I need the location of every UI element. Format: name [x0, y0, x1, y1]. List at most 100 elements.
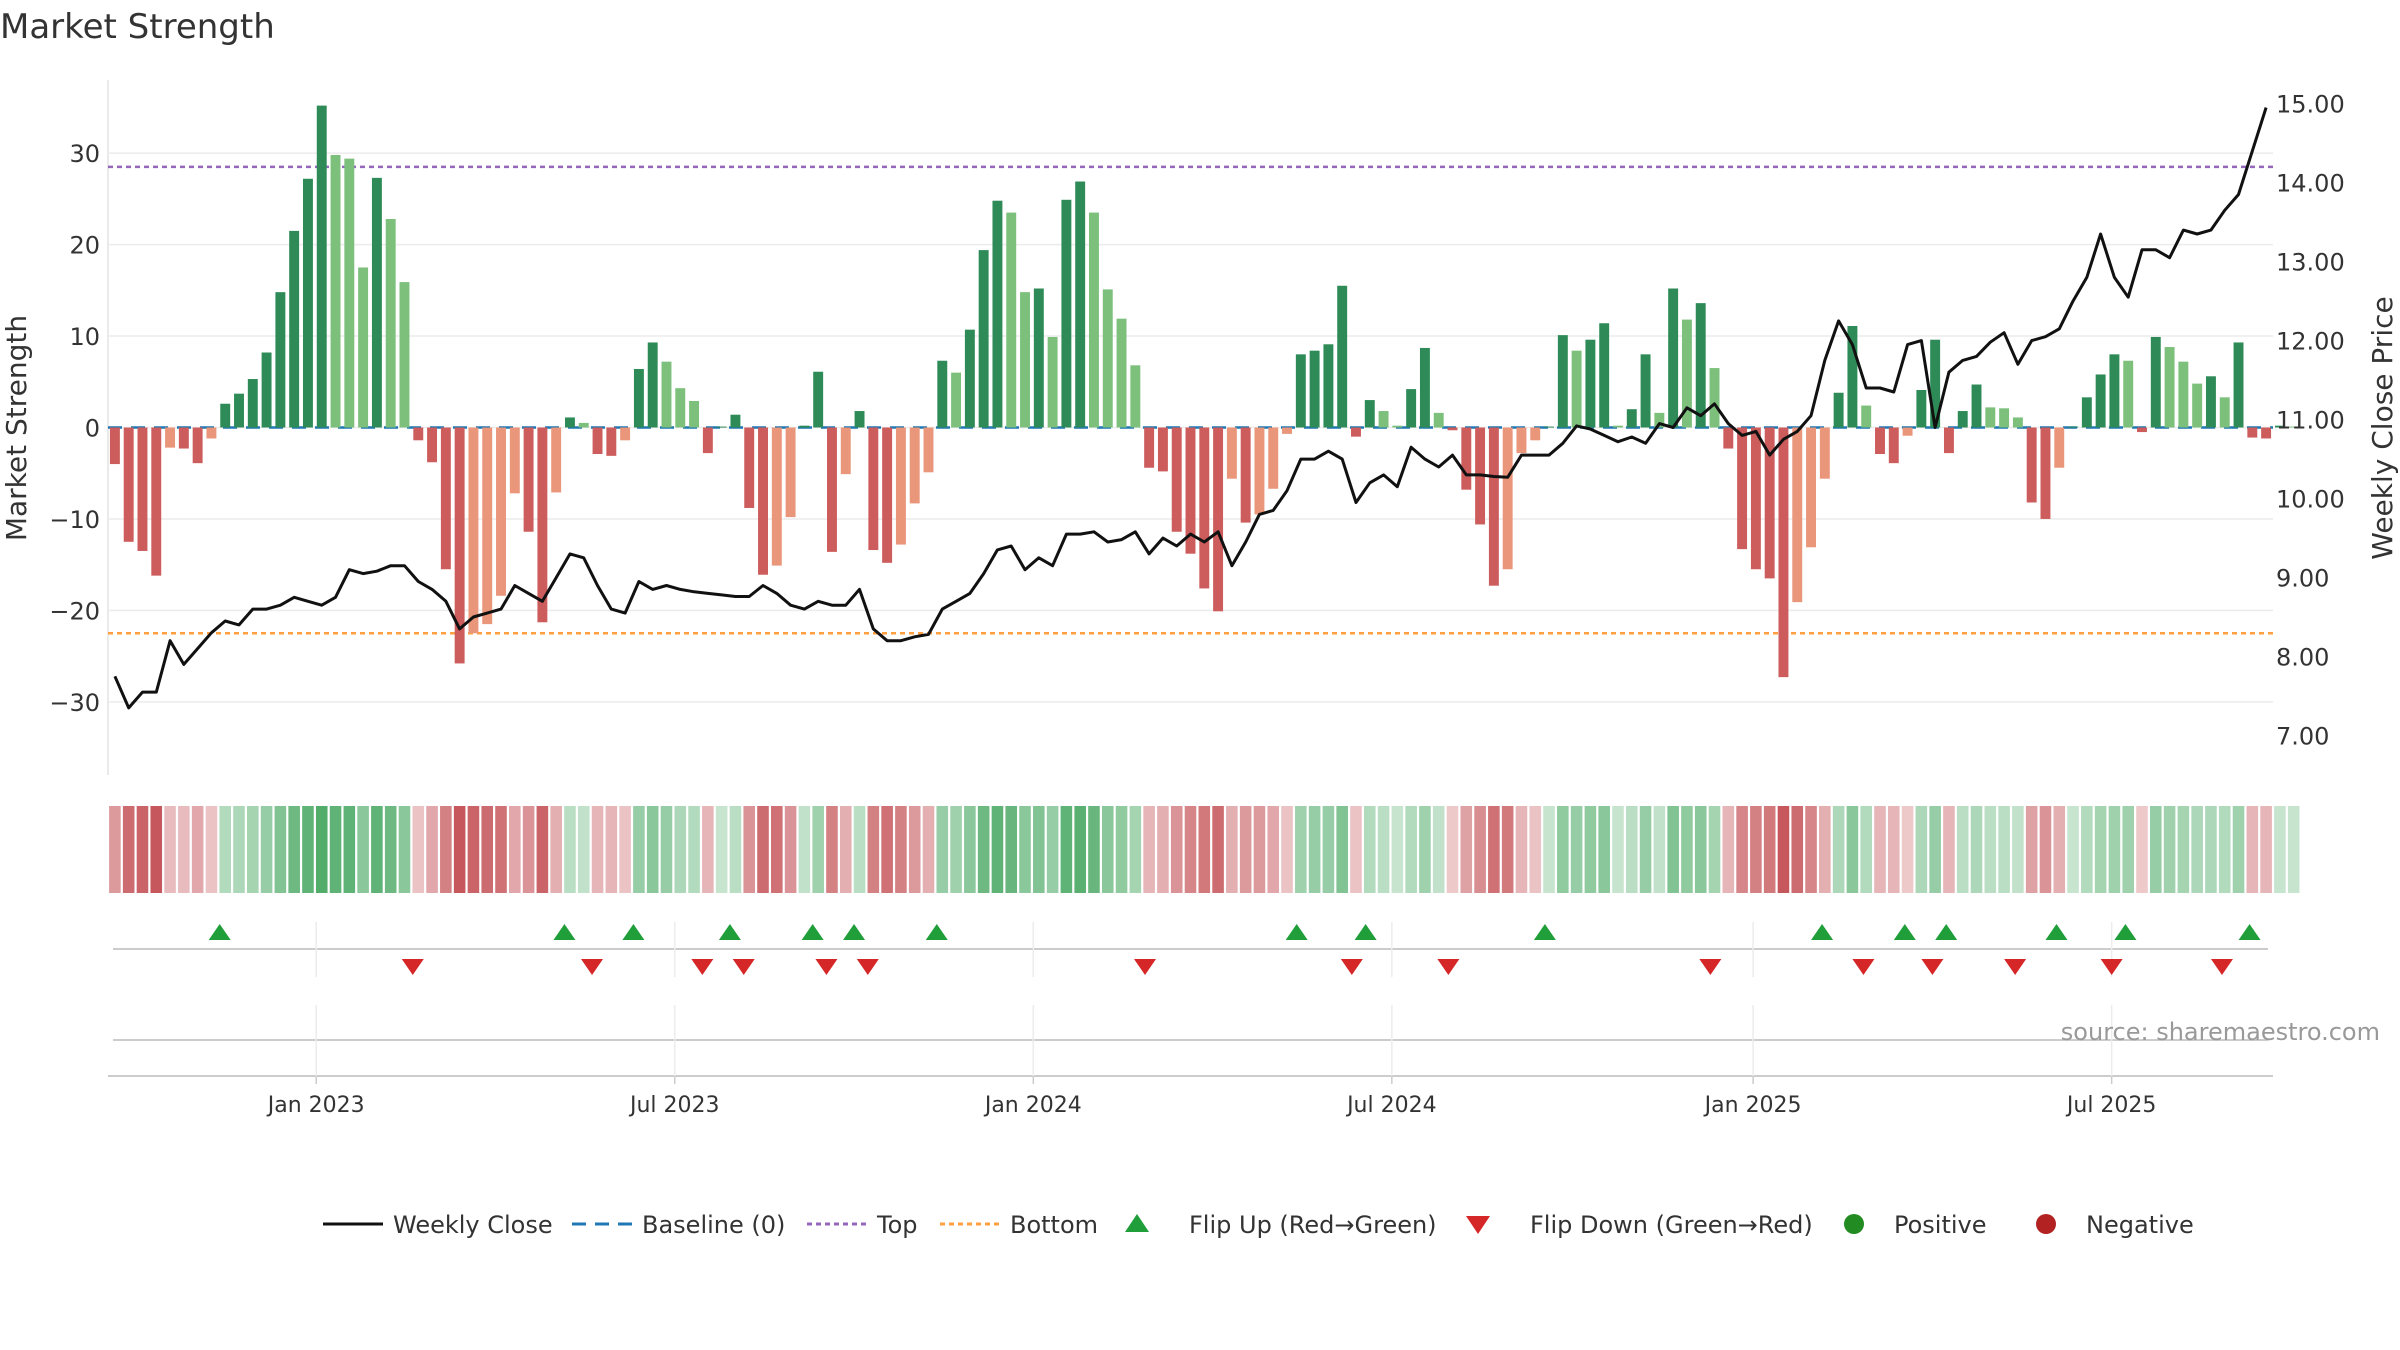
strength-bar — [564, 417, 575, 428]
heat-cell — [1860, 806, 1872, 893]
heat-cell — [1322, 806, 1335, 893]
strength-bar — [234, 393, 244, 428]
heat-cell — [2039, 806, 2052, 893]
flip-down-marker — [732, 959, 755, 975]
heat-cell — [1722, 806, 1735, 893]
strength-bar — [716, 426, 727, 428]
strength-bar — [813, 371, 824, 428]
legend-label: Negative — [2086, 1211, 2194, 1239]
heat-cell — [798, 806, 811, 893]
strength-bar — [868, 427, 879, 551]
heat-cell — [1157, 806, 1169, 893]
flip-up-marker — [622, 924, 645, 940]
heat-cell — [1336, 806, 1348, 893]
heat-cell — [2177, 806, 2190, 893]
heat-cell — [1060, 806, 1073, 893]
heat-cell — [1598, 806, 1610, 893]
flip-up-marker — [1811, 924, 1834, 940]
strength-bar — [1695, 303, 1706, 428]
heat-cell — [1736, 806, 1748, 893]
strength-bar — [2288, 426, 2299, 428]
flip-up-marker — [208, 924, 231, 940]
heat-cell — [1432, 806, 1445, 893]
strength-bar — [330, 154, 341, 428]
strength-bar — [440, 427, 451, 570]
heat-cell — [191, 806, 204, 893]
strength-bar — [661, 361, 672, 428]
strength-bar — [1888, 427, 1899, 464]
heat-cell — [853, 806, 866, 893]
strength-bar — [1282, 427, 1292, 434]
heat-cell — [1377, 806, 1390, 893]
strength-bar — [2137, 427, 2147, 433]
heat-cell — [2260, 806, 2272, 893]
heat-cell — [1832, 806, 1845, 893]
strength-bar — [1875, 427, 1885, 455]
heat-cell — [2287, 806, 2300, 893]
heat-cell — [950, 806, 962, 893]
strength-bar — [1502, 427, 1513, 570]
legend-negative-swatch — [2036, 1214, 2056, 1234]
heat-cell — [1170, 806, 1183, 893]
heat-cell — [1998, 806, 2010, 893]
strength-bar — [1530, 427, 1541, 441]
heat-cell — [219, 806, 232, 893]
strength-bar — [1847, 325, 1858, 428]
left-axis: 30 20 10 0 −10 −20 −30 — [49, 140, 100, 717]
strength-bar — [758, 427, 768, 575]
legend-item-flip_up: Flip Up (Red→Green) — [1125, 1211, 1437, 1239]
strength-bar — [1737, 427, 1748, 550]
flip-down-marker — [2004, 959, 2027, 975]
heat-cell — [315, 806, 328, 893]
strength-bar — [1723, 427, 1734, 449]
heat-cell — [1019, 806, 1031, 893]
legend-item-baseline: Baseline (0) — [572, 1211, 785, 1239]
strength-bar — [482, 427, 493, 625]
strength-bar — [1902, 427, 1913, 436]
x-axis: Jan 2023 Jul 2023 Jan 2024 Jul 2024 Jan 2025… — [266, 1076, 2156, 1118]
heat-cell — [398, 806, 411, 893]
strength-bar — [1599, 323, 1610, 428]
heat-cell — [1543, 806, 1555, 893]
flip-down-marker — [815, 959, 838, 975]
strength-bar — [1778, 427, 1789, 678]
strength-bar — [1061, 199, 1072, 428]
heat-cell — [1915, 806, 1928, 893]
flip-up-marker — [718, 924, 741, 940]
strength-bar — [2164, 347, 2175, 428]
heat-cell — [1350, 806, 1362, 893]
heat-cell — [591, 806, 604, 893]
heat-cell — [2205, 806, 2217, 893]
legend-item-negative: Negative — [2036, 1211, 2194, 1239]
heat-cell — [550, 806, 562, 893]
heat-cell — [1405, 806, 1417, 893]
heat-cell — [481, 806, 494, 893]
strength-bar — [1861, 405, 1872, 428]
strength-bar — [1819, 427, 1830, 479]
strength-bar — [551, 427, 562, 493]
heat-cell — [1005, 806, 1018, 893]
heat-cell — [522, 806, 535, 893]
strength-bar — [1075, 181, 1086, 428]
strength-bar — [606, 427, 617, 456]
strength-bar — [2081, 397, 2092, 428]
flip-down-marker — [691, 959, 714, 975]
strength-bar — [744, 427, 755, 508]
strength-bar — [2026, 427, 2037, 503]
flip-down-marker — [2100, 959, 2123, 975]
left-tick-label: −10 — [49, 506, 100, 534]
strength-bar — [468, 427, 479, 634]
strength-bar — [1406, 389, 1417, 428]
strength-bar — [1185, 427, 1196, 554]
left-tick-label: −30 — [49, 689, 100, 717]
heat-cell — [1874, 806, 1886, 893]
strength-bar — [1916, 390, 1927, 428]
right-tick-label: 8.00 — [2276, 644, 2329, 672]
heat-cell — [1901, 806, 1914, 893]
strength-bar — [1750, 427, 1761, 570]
heat-cell — [633, 806, 645, 893]
heat-cell — [1887, 806, 1900, 893]
heat-cell — [1046, 806, 1059, 893]
flip-down-marker — [2210, 959, 2233, 975]
strength-bar — [206, 427, 217, 439]
